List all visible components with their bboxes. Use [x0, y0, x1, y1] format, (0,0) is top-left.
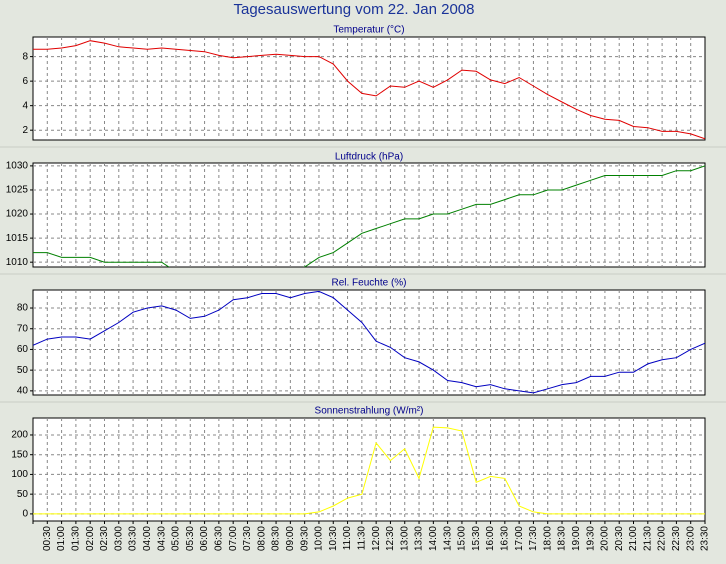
- x-tick-label: 17:30: [528, 526, 539, 551]
- y-tick-label: 50: [17, 365, 29, 376]
- plot-area: [32, 36, 706, 141]
- plot-area: [32, 162, 706, 268]
- x-tick-label: 02:30: [99, 526, 110, 551]
- x-tick-label: 03:00: [113, 526, 124, 551]
- x-tick-label: 17:00: [514, 526, 525, 551]
- x-tick-label: 14:00: [428, 526, 439, 551]
- x-tick-label: 12:30: [385, 526, 396, 551]
- x-tick-label: 18:30: [557, 526, 568, 551]
- x-tick-label: 12:00: [371, 526, 382, 551]
- panel-title: Temperatur (°C): [333, 25, 404, 36]
- x-tick-label: 13:30: [414, 526, 425, 551]
- x-tick-label: 09:30: [299, 526, 310, 551]
- y-tick-label: 1010: [6, 257, 29, 268]
- x-tick-label: 13:00: [399, 526, 410, 551]
- x-tick-label: 10:30: [328, 526, 339, 551]
- x-tick-label: 04:00: [142, 526, 153, 551]
- y-tick-label: 200: [11, 430, 28, 441]
- y-tick-label: 6: [22, 76, 28, 87]
- x-tick-label: 23:30: [700, 526, 711, 551]
- y-tick-label: 80: [17, 303, 29, 314]
- y-tick-label: 8: [22, 51, 28, 62]
- x-tick-label: 10:00: [314, 526, 325, 551]
- y-tick-label: 60: [17, 344, 29, 355]
- y-tick-label: 1025: [6, 185, 29, 196]
- data-line: [33, 165, 705, 267]
- plot-group: [33, 290, 705, 394]
- x-tick-label: 16:30: [499, 526, 510, 551]
- x-tick-label: 08:00: [256, 526, 267, 551]
- y-tick-label: 50: [17, 489, 29, 500]
- x-tick-label: 02:00: [85, 526, 96, 551]
- y-tick-label: 0: [22, 509, 28, 520]
- x-tick-label: 03:30: [128, 526, 139, 551]
- y-tick-label: 1020: [6, 209, 29, 220]
- data-line: [33, 290, 705, 394]
- x-tick-label: 21:30: [642, 526, 653, 551]
- x-tick-label: 00:30: [42, 526, 53, 551]
- x-tick-label: 16:00: [485, 526, 496, 551]
- x-tick-label: 04:30: [156, 526, 167, 551]
- x-tick-label: 11:00: [342, 526, 353, 551]
- page-title: Tagesauswertung vom 22. Jan 2008: [234, 1, 475, 18]
- y-tick-label: 70: [17, 323, 29, 334]
- x-tick-label: 14:30: [442, 526, 453, 551]
- plot-group: [33, 40, 705, 140]
- data-line: [33, 426, 705, 515]
- x-tick-label: 06:30: [214, 526, 225, 551]
- x-tick-label: 22:00: [657, 526, 668, 551]
- x-tick-label: 15:30: [471, 526, 482, 551]
- x-tick-label: 01:30: [71, 526, 82, 551]
- x-tick-label: 19:30: [585, 526, 596, 551]
- x-tick-label: 15:00: [457, 526, 468, 551]
- x-tick-label: 19:00: [571, 526, 582, 551]
- x-tick-label: 09:00: [285, 526, 296, 551]
- x-tick-label: 21:00: [628, 526, 639, 551]
- data-line: [33, 40, 705, 140]
- x-tick-label: 05:30: [185, 526, 196, 551]
- panel-title: Rel. Feuchte (%): [331, 278, 406, 289]
- x-tick-label: 01:00: [56, 526, 67, 551]
- y-tick-label: 40: [17, 385, 29, 396]
- y-tick-label: 1015: [6, 233, 29, 244]
- y-tick-label: 100: [11, 469, 28, 480]
- panel-title: Luftdruck (hPa): [335, 152, 403, 163]
- x-tick-label: 20:30: [614, 526, 625, 551]
- x-tick-label: 06:00: [199, 526, 210, 551]
- plot-group: [33, 426, 705, 515]
- y-tick-label: 1030: [6, 161, 29, 172]
- panel-title: Sonnenstrahlung (W/m²): [315, 406, 424, 417]
- y-tick-label: 150: [11, 449, 28, 460]
- x-tick-label: 18:00: [542, 526, 553, 551]
- x-tick-label: 08:30: [271, 526, 282, 551]
- x-tick-label: 22:30: [671, 526, 682, 551]
- x-tick-label: 23:00: [685, 526, 696, 551]
- x-tick-label: 20:00: [600, 526, 611, 551]
- plot-area: [32, 289, 706, 396]
- plot-group: [33, 165, 705, 267]
- x-tick-label: 07:00: [228, 526, 239, 551]
- x-tick-label: 11:30: [356, 526, 367, 551]
- y-tick-label: 4: [22, 100, 28, 111]
- x-tick-label: 07:30: [242, 526, 253, 551]
- x-tick-label: 05:00: [171, 526, 182, 551]
- y-tick-label: 2: [22, 125, 28, 136]
